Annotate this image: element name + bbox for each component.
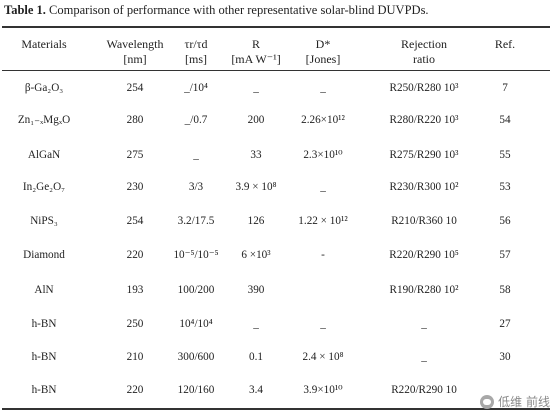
cell-time: 120/160 — [177, 384, 215, 396]
cell-material: Zn₁₋ₓMgₓO — [17, 114, 71, 126]
cell-wavelength: 220 — [126, 249, 144, 261]
cell-r: 3.4 — [249, 384, 263, 396]
cell-rejection: R280/R220 10³ — [389, 114, 459, 126]
cell-ref: 55 — [499, 149, 511, 161]
cell-r: _ — [253, 318, 259, 330]
cell-time: _/0.7 — [184, 114, 208, 126]
watermark: 低维 前线 — [480, 393, 550, 410]
cell-wavelength: 220 — [126, 384, 144, 396]
cell-time: _/10⁴ — [184, 82, 208, 94]
cell-rejection: _ — [421, 318, 427, 330]
cell-r: 126 — [247, 215, 265, 227]
bottom-rule — [2, 408, 550, 410]
cell-r: 390 — [247, 284, 265, 296]
cell-ref: 54 — [499, 114, 511, 126]
cell-ref: 7 — [502, 82, 508, 94]
cell-d: _ — [320, 181, 326, 193]
cell-material: NiPS₃ — [30, 215, 58, 227]
cell-wavelength: 275 — [126, 149, 144, 161]
cell-d: _ — [320, 318, 326, 330]
cell-wavelength: 193 — [126, 284, 144, 296]
cell-r: 200 — [247, 114, 265, 126]
cell-wavelength: 254 — [126, 82, 144, 94]
cell-rejection: _ — [421, 351, 427, 363]
header-d: D* — [315, 37, 331, 51]
watermark-text: 低维 前线 — [498, 395, 550, 409]
cell-material: AlGaN — [27, 149, 61, 161]
cell-time: 10⁴/10⁴ — [179, 318, 213, 330]
header-r: R — [251, 37, 261, 51]
cell-material: In₂Ge₂O₇ — [22, 181, 66, 193]
header-r-unit: [mA W⁻¹] — [231, 52, 281, 66]
header-rejection-unit: ratio — [413, 52, 435, 66]
cell-time: 3/3 — [188, 181, 204, 193]
cell-wavelength: 250 — [126, 318, 144, 330]
cell-material: h-BN — [31, 384, 57, 396]
caption-text: Comparison of performance with other rep… — [49, 3, 429, 17]
cell-time: _ — [193, 149, 199, 161]
cell-rejection: R210/R360 10 — [391, 215, 457, 227]
header-wavelength-unit: [nm] — [123, 52, 147, 66]
cell-wavelength: 210 — [126, 351, 144, 363]
cell-material: h-BN — [31, 318, 57, 330]
cell-time: 10⁻⁵/10⁻⁵ — [173, 249, 219, 261]
header-wavelength: Wavelength — [106, 37, 164, 51]
header-d-unit: [Jones] — [305, 52, 341, 66]
header-materials: Materials — [21, 37, 67, 51]
cell-rejection: R230/R300 10² — [389, 181, 459, 193]
header-time-unit: [ms] — [185, 52, 207, 66]
cell-d: 1.22 × 10¹² — [298, 215, 348, 227]
header-rejection: Rejection — [401, 37, 447, 51]
cell-rejection: R190/R280 10² — [389, 284, 459, 296]
cell-rejection: R250/R280 10³ — [389, 82, 459, 94]
cell-d: 3.9×10¹⁰ — [303, 384, 343, 396]
cell-d: 2.3×10¹⁰ — [303, 149, 343, 161]
cell-material: AlN — [34, 284, 54, 296]
cell-d: _ — [320, 82, 326, 94]
cell-rejection: R275/R290 10³ — [389, 149, 459, 161]
cell-wavelength: 280 — [126, 114, 144, 126]
top-rule — [2, 26, 550, 28]
cell-d: - — [321, 249, 325, 261]
cell-ref: 57 — [499, 249, 511, 261]
header-ref: Ref. — [494, 37, 516, 51]
cell-material: β-Ga₂O₃ — [24, 82, 64, 94]
header-time: τr/τd — [184, 37, 208, 51]
cell-material: h-BN — [31, 351, 57, 363]
cell-rejection: R220/R290 10⁵ — [389, 249, 459, 261]
cell-rejection: R220/R290 10 — [391, 384, 457, 396]
cell-wavelength: 230 — [126, 181, 144, 193]
cell-r: 6 ×10³ — [241, 249, 271, 261]
cell-d: 2.26×10¹² — [301, 114, 345, 126]
cell-wavelength: 254 — [126, 215, 144, 227]
cell-ref: 53 — [499, 181, 511, 193]
cell-r: 3.9 × 10⁸ — [235, 181, 277, 193]
cell-time: 100/200 — [177, 284, 215, 296]
cell-ref: 30 — [499, 351, 511, 363]
cell-ref: 58 — [499, 284, 511, 296]
cell-time: 3.2/17.5 — [177, 215, 215, 227]
wechat-icon — [480, 394, 495, 409]
cell-ref: 27 — [499, 318, 511, 330]
cell-material: Diamond — [23, 249, 65, 261]
cell-r: _ — [253, 82, 259, 94]
caption-label: Table 1. — [4, 3, 46, 17]
cell-time: 300/600 — [177, 351, 215, 363]
cell-ref: 56 — [499, 215, 511, 227]
cell-r: 0.1 — [249, 351, 263, 363]
table-caption: Table 1. Comparison of performance with … — [4, 3, 429, 18]
cell-d: 2.4 × 10⁸ — [302, 351, 344, 363]
header-rule — [2, 70, 550, 71]
cell-r: 33 — [250, 149, 262, 161]
